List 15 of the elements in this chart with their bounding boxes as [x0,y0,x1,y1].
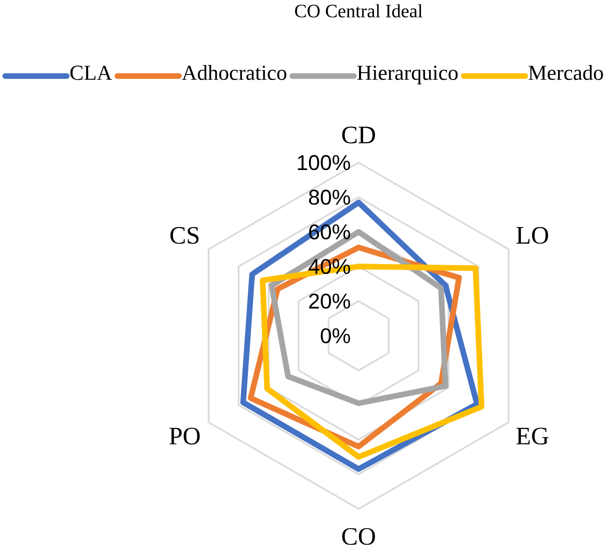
spoke-label: PO [169,428,200,445]
legend-label: CLA [70,66,112,80]
spoke-label: CD [342,126,376,144]
y-tick-label: 80% [309,190,350,205]
spoke-label: LO [516,226,548,244]
spoke-label: EG [516,428,548,445]
spoke-label: CS [170,226,199,244]
spoke-label: CO [342,528,375,545]
legend-label: Adhocratico [182,65,286,80]
legend-label: Hierarquico [357,66,458,84]
y-tick-label: 0% [320,328,350,344]
y-tick-label: 100% [298,155,350,170]
legend-label: Mercado [528,65,603,80]
chart-title: CO Central Ideal [295,4,422,18]
y-tick-label: 20% [309,294,350,309]
